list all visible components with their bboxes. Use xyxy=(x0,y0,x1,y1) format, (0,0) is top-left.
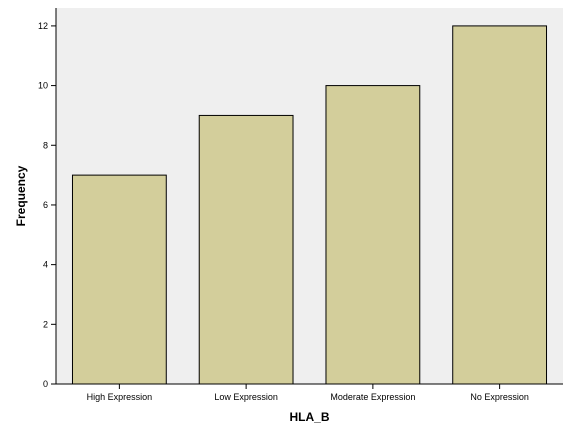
x-axis-ticks: High Expression Low Expression Moderate Ex… xyxy=(87,384,529,402)
bar xyxy=(198,114,294,385)
y-tick-label: 4 xyxy=(43,260,48,270)
bar xyxy=(452,25,548,385)
y-tick-label: 12 xyxy=(38,21,48,31)
x-tick-label: Low Expression xyxy=(214,392,278,402)
y-axis-title: Frequency xyxy=(14,165,28,226)
y-tick-label: 8 xyxy=(43,140,48,150)
y-tick-label: 6 xyxy=(43,200,48,210)
x-tick-label: High Expression xyxy=(87,392,153,402)
bar xyxy=(325,85,421,385)
y-axis-ticks: 0 2 4 6 8 10 12 xyxy=(38,21,56,389)
y-tick-label: 10 xyxy=(38,81,48,91)
y-tick-label: 0 xyxy=(43,379,48,389)
y-tick-label: 2 xyxy=(43,319,48,329)
x-tick-label: Moderate Expression xyxy=(330,392,415,402)
x-tick-label: No Expression xyxy=(470,392,529,402)
x-axis-title: HLA_B xyxy=(289,410,329,424)
bar xyxy=(71,174,167,385)
